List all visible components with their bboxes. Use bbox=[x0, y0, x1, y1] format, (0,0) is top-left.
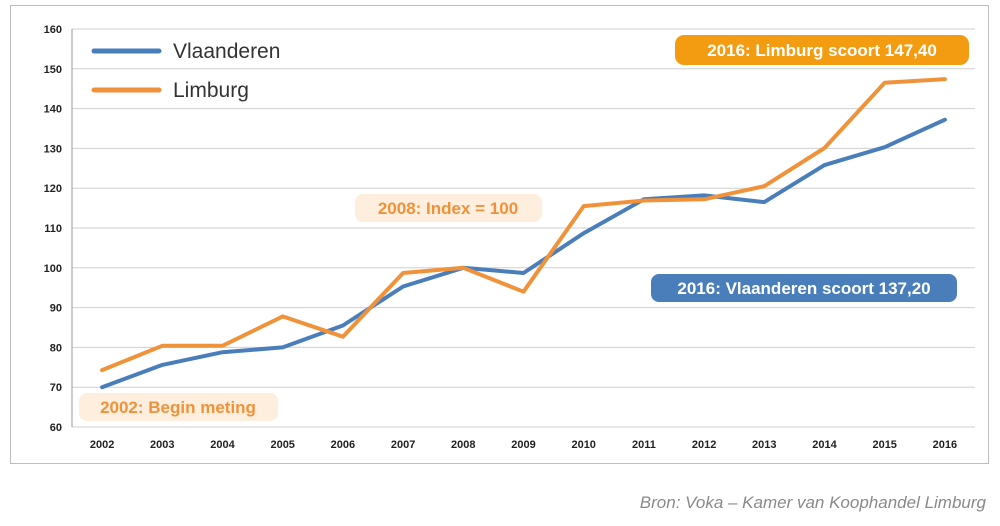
data-point-vlaanderen bbox=[341, 323, 345, 328]
annotation-limburg-2016-text: 2016: Limburg scoort 147,40 bbox=[707, 41, 937, 60]
data-point-vlaanderen bbox=[702, 193, 706, 197]
x-tick-label: 2002 bbox=[90, 439, 114, 451]
data-point-limburg bbox=[702, 197, 706, 201]
data-point-limburg bbox=[883, 81, 887, 85]
data-point-limburg bbox=[401, 271, 405, 275]
y-tick-label: 160 bbox=[44, 24, 62, 36]
legend: Vlaanderen Limburg bbox=[91, 40, 280, 102]
x-tick-label: 2012 bbox=[692, 439, 716, 451]
data-point-limburg bbox=[220, 344, 225, 348]
y-tick-label: 120 bbox=[44, 183, 62, 195]
y-tick-label: 90 bbox=[50, 303, 62, 315]
data-point-vlaanderen bbox=[943, 118, 947, 122]
data-point-limburg bbox=[762, 184, 766, 188]
data-point-limburg bbox=[582, 204, 586, 208]
annotation-begin-2002-text: 2002: Begin meting bbox=[100, 398, 256, 417]
data-point-limburg bbox=[642, 198, 646, 203]
data-point-limburg bbox=[822, 146, 827, 150]
x-tick-label: 2014 bbox=[812, 439, 837, 451]
data-point-vlaanderen bbox=[100, 385, 104, 389]
data-point-limburg bbox=[943, 77, 947, 81]
series-line-limburg bbox=[100, 77, 947, 373]
source-caption: Bron: Voka – Kamer van Koophandel Limbur… bbox=[639, 493, 986, 512]
data-point-limburg bbox=[100, 368, 104, 372]
data-point-limburg bbox=[461, 266, 465, 270]
data-point-vlaanderen bbox=[160, 363, 164, 367]
annotation-vlaanderen-2016-text: 2016: Vlaanderen scoort 137,20 bbox=[677, 279, 930, 298]
data-point-limburg bbox=[341, 335, 345, 339]
x-tick-label: 2015 bbox=[872, 439, 896, 451]
chart-frame: 60 70 80 90 100 110 120 130 140 150 160 2002 2003 20… bbox=[10, 5, 989, 464]
data-point-limburg bbox=[160, 344, 164, 348]
annotation-limburg-2016: 2016: Limburg scoort 147,40 bbox=[675, 35, 969, 65]
data-point-limburg bbox=[281, 314, 285, 318]
data-point-vlaanderen bbox=[220, 350, 225, 354]
annotation-vlaanderen-2016: 2016: Vlaanderen scoort 137,20 bbox=[651, 274, 957, 302]
x-tick-label: 2010 bbox=[571, 439, 595, 451]
x-tick-label: 2011 bbox=[632, 439, 656, 451]
x-tick-label: 2013 bbox=[752, 439, 776, 451]
x-tick-label: 2004 bbox=[210, 439, 235, 451]
annotation-index-2008-text: 2008: Index = 100 bbox=[378, 199, 518, 218]
y-tick-label: 110 bbox=[44, 223, 62, 235]
x-tick-label: 2008 bbox=[451, 439, 475, 451]
y-tick-label: 70 bbox=[50, 382, 62, 394]
y-tick-label: 140 bbox=[44, 104, 62, 116]
annotation-begin-2002: 2002: Begin meting bbox=[79, 393, 278, 421]
data-point-vlaanderen bbox=[401, 284, 405, 289]
legend-label-limburg: Limburg bbox=[173, 79, 249, 102]
data-point-vlaanderen bbox=[883, 145, 887, 149]
data-point-vlaanderen bbox=[281, 345, 285, 349]
x-tick-label: 2007 bbox=[391, 439, 415, 451]
data-point-vlaanderen bbox=[822, 163, 827, 167]
y-tick-label: 80 bbox=[50, 342, 62, 354]
data-point-vlaanderen bbox=[521, 271, 526, 275]
y-tick-label: 100 bbox=[44, 263, 62, 275]
y-axis-ticks: 60 70 80 90 100 110 120 130 140 150 160 bbox=[44, 24, 62, 434]
y-tick-label: 60 bbox=[50, 422, 62, 434]
y-tick-label: 130 bbox=[44, 143, 62, 155]
series-lines bbox=[100, 77, 947, 390]
x-tick-label: 2003 bbox=[150, 439, 174, 451]
x-tick-label: 2005 bbox=[270, 439, 294, 451]
x-axis-ticks: 2002 2003 2004 2005 2006 2007 2008 2009 2010 2011… bbox=[90, 439, 957, 451]
legend-label-vlaanderen: Vlaanderen bbox=[173, 40, 280, 63]
x-tick-label: 2016 bbox=[933, 439, 957, 451]
data-point-limburg bbox=[521, 290, 526, 294]
x-tick-label: 2009 bbox=[511, 439, 535, 451]
annotation-index-2008: 2008: Index = 100 bbox=[355, 194, 542, 222]
data-point-vlaanderen bbox=[762, 200, 766, 204]
data-point-vlaanderen bbox=[582, 231, 586, 235]
y-tick-label: 150 bbox=[44, 64, 62, 76]
x-tick-label: 2006 bbox=[331, 439, 355, 451]
